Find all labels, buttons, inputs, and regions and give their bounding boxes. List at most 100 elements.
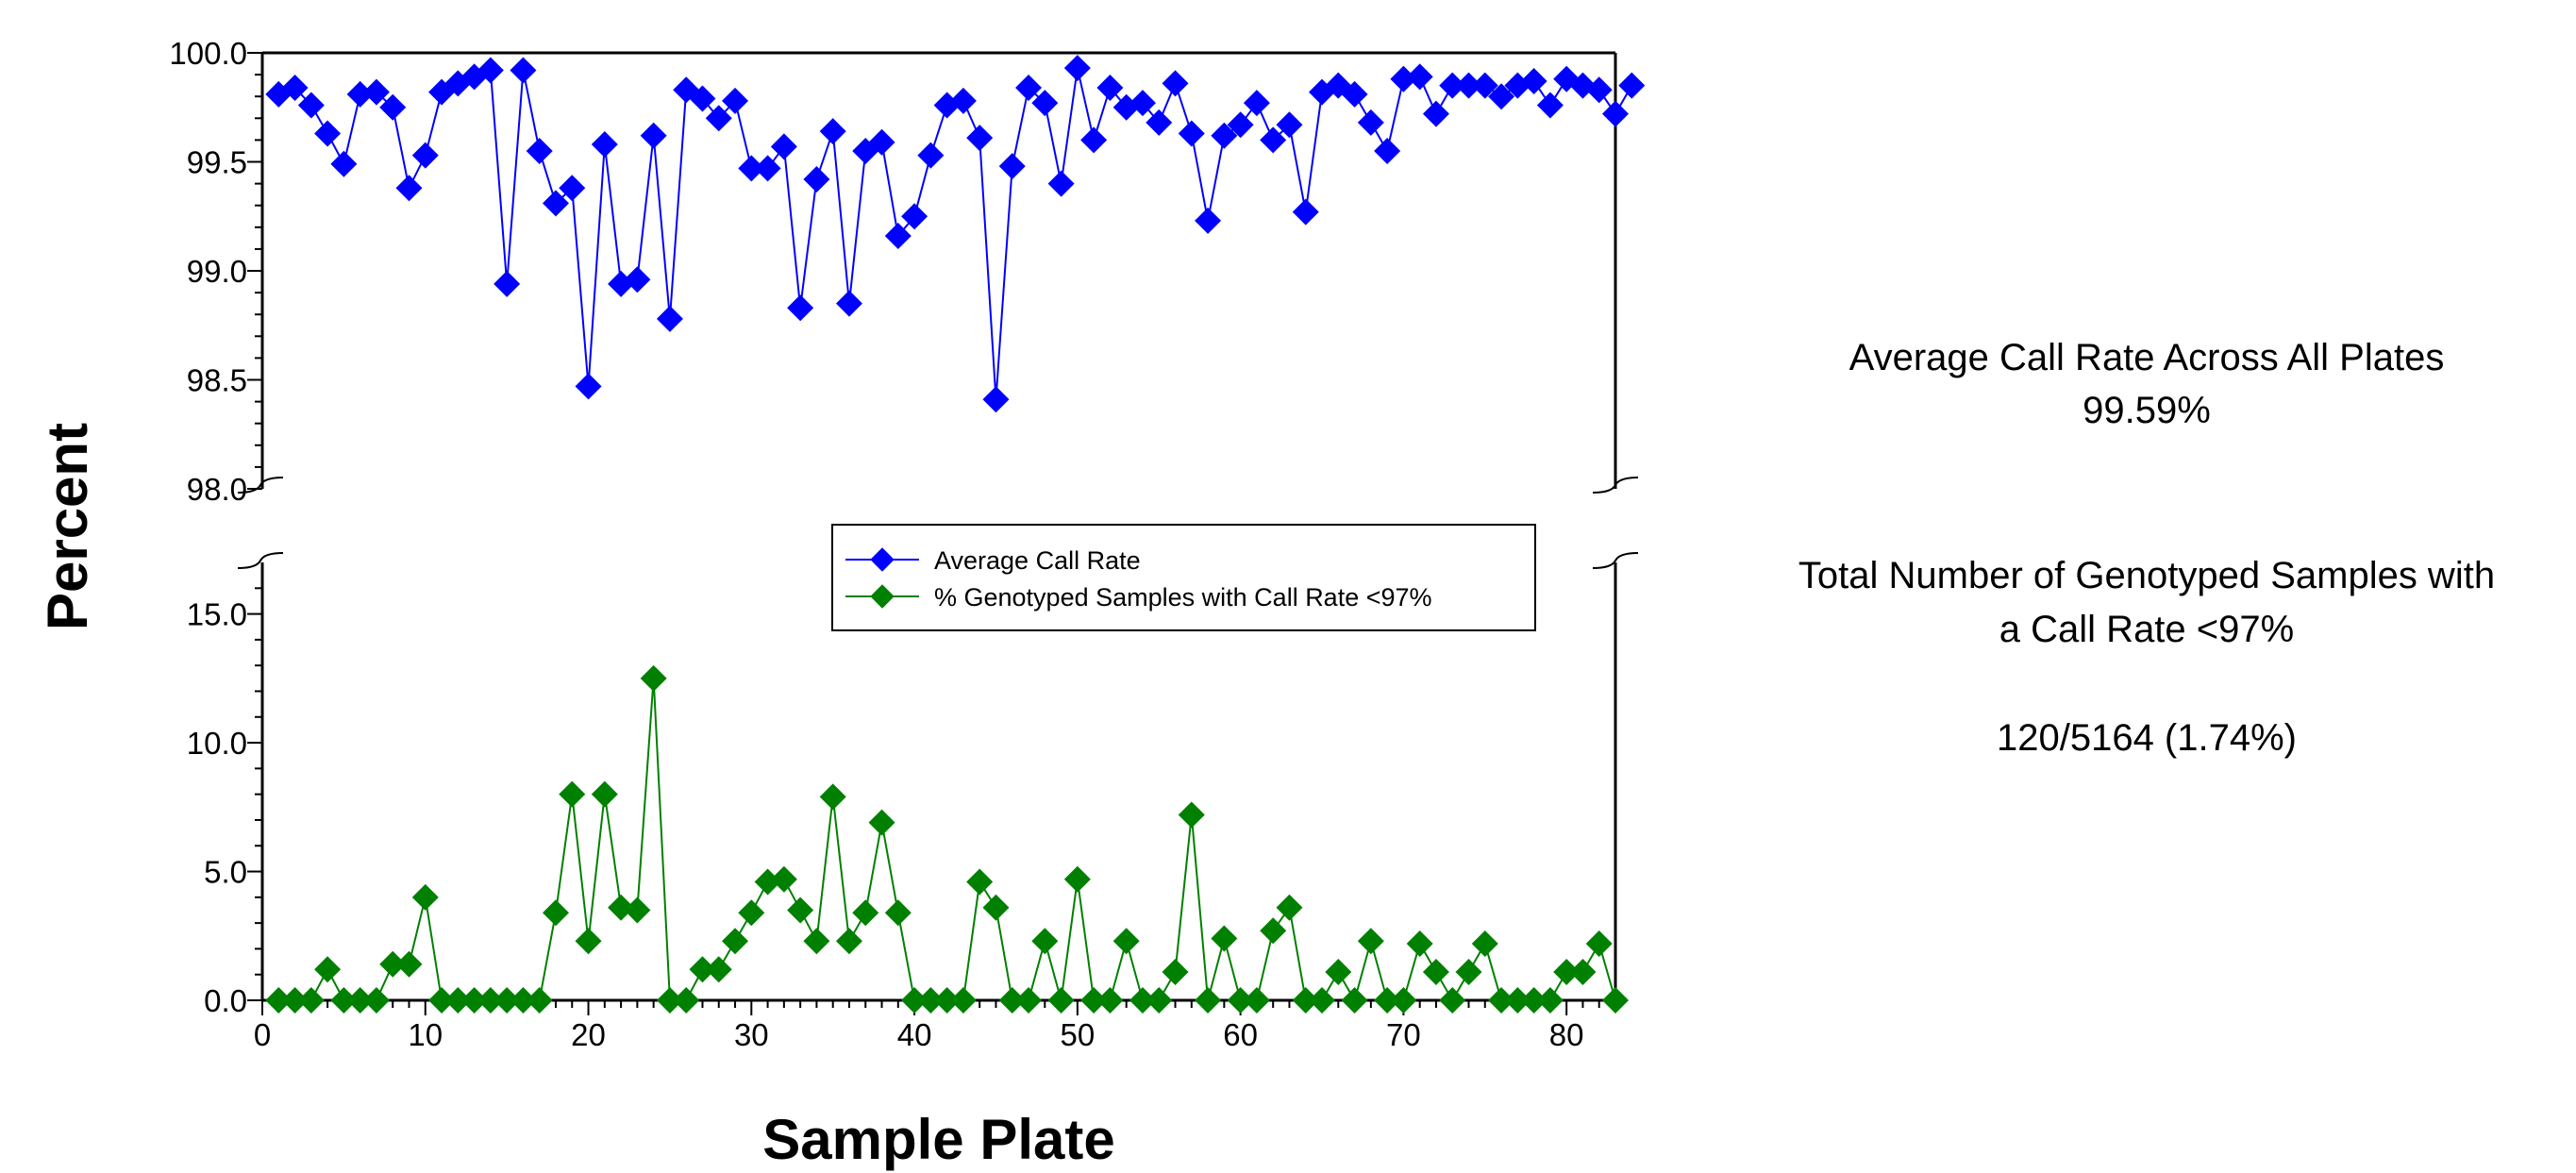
data-point <box>1211 925 1237 951</box>
x-tick-label: 60 <box>1223 1017 1258 1052</box>
y-tick-label: 0.0 <box>204 983 247 1018</box>
data-point <box>576 928 602 954</box>
data-point <box>1602 101 1629 127</box>
legend: Average Call Rate % Genotyped Samples wi… <box>832 525 1535 630</box>
data-point <box>771 133 797 159</box>
x-tick-label: 50 <box>1060 1017 1095 1052</box>
lower-y-ticks: 0.05.010.015.0 <box>187 588 262 1018</box>
data-point <box>1569 959 1596 985</box>
data-point <box>1080 126 1107 153</box>
x-tick-label: 70 <box>1386 1017 1421 1052</box>
data-point <box>901 203 928 229</box>
data-point <box>820 783 846 810</box>
data-point <box>1113 928 1140 954</box>
data-point <box>1146 987 1172 1014</box>
data-point <box>836 928 862 954</box>
x-tick-label: 20 <box>571 1017 606 1052</box>
data-point <box>999 153 1026 179</box>
data-point <box>298 987 325 1014</box>
data-point <box>592 131 618 158</box>
data-point <box>1456 959 1482 985</box>
y-tick-label: 98.5 <box>187 363 247 398</box>
data-point <box>966 125 993 151</box>
data-point <box>395 175 422 201</box>
data-point <box>1586 930 1613 957</box>
data-point <box>1048 987 1075 1014</box>
data-point <box>395 951 422 978</box>
data-point <box>1602 987 1629 1014</box>
data-point <box>1423 959 1449 985</box>
low-call-rate-total-value: 120/5164 (1.74%) <box>1997 717 2297 759</box>
data-point <box>836 291 862 317</box>
data-point <box>1195 208 1221 234</box>
data-point <box>1163 70 1189 96</box>
low-call-rate-title-line1: Total Number of Genotyped Samples with <box>1798 555 2495 596</box>
data-point <box>543 899 569 926</box>
data-point <box>1096 75 1123 101</box>
legend-box <box>832 525 1535 630</box>
data-point <box>852 899 878 926</box>
data-point <box>1015 987 1042 1014</box>
x-axis-title: Sample Plate <box>762 1108 1115 1171</box>
y-tick-label: 99.0 <box>187 254 247 289</box>
data-point <box>1293 199 1319 226</box>
data-point <box>641 123 667 149</box>
data-point <box>1048 171 1075 197</box>
x-tick-label: 40 <box>897 1017 932 1052</box>
x-tick-label: 80 <box>1549 1017 1584 1052</box>
data-point <box>1179 801 1205 828</box>
average-call-rate-title: Average Call Rate Across All Plates <box>1849 337 2445 378</box>
data-point <box>738 899 764 926</box>
data-point <box>1276 895 1302 921</box>
legend-label-low-call-rate: % Genotyped Samples with Call Rate <97% <box>934 583 1432 612</box>
data-point <box>1423 101 1449 127</box>
data-point <box>1407 930 1433 957</box>
data-point <box>917 142 944 169</box>
data-point <box>982 895 1009 921</box>
data-point <box>982 386 1009 412</box>
y-tick-label: 100.0 <box>169 36 247 71</box>
data-point <box>1096 987 1123 1014</box>
x-tick-label: 30 <box>734 1017 769 1052</box>
data-point <box>1390 987 1416 1014</box>
side-annotations: Average Call Rate Across All Plates 99.5… <box>1798 337 2495 759</box>
data-point <box>1244 90 1270 116</box>
x-tick-label: 10 <box>408 1017 443 1052</box>
data-point <box>885 223 912 249</box>
data-point <box>1244 987 1270 1014</box>
data-point <box>493 271 520 297</box>
data-point <box>722 928 748 954</box>
data-point <box>527 138 553 164</box>
data-point <box>803 928 829 954</box>
average-call-rate-value: 99.59% <box>2083 390 2211 431</box>
data-point <box>1179 120 1205 146</box>
data-point <box>576 373 602 399</box>
data-point <box>1472 930 1498 957</box>
data-point <box>820 118 846 144</box>
data-point <box>527 987 553 1014</box>
y-tick-label: 99.5 <box>187 145 247 180</box>
series-2 <box>265 665 1629 1014</box>
data-point <box>1325 959 1351 985</box>
data-point <box>1537 987 1564 1014</box>
data-point <box>1195 987 1221 1014</box>
data-point <box>755 155 781 181</box>
data-point <box>412 884 439 911</box>
data-point <box>1342 987 1368 1014</box>
data-point <box>1358 928 1384 954</box>
data-point <box>363 987 390 1014</box>
data-point <box>330 151 357 177</box>
data-point <box>592 781 618 808</box>
data-point <box>559 781 585 808</box>
data-point <box>966 868 993 895</box>
data-point <box>641 665 667 692</box>
data-point <box>885 899 912 926</box>
data-point <box>1064 866 1091 893</box>
data-point <box>869 810 895 836</box>
series-1 <box>265 55 1645 412</box>
data-point <box>1358 109 1384 136</box>
x-tick-label: 0 <box>254 1017 271 1052</box>
data-point <box>1031 928 1058 954</box>
data-point <box>1618 73 1645 99</box>
data-point <box>950 987 977 1014</box>
